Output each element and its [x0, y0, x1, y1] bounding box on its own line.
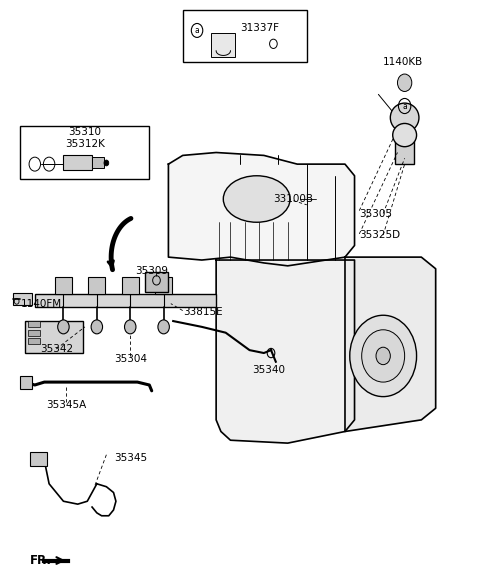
Bar	[92, 157, 104, 168]
Text: 35342: 35342	[40, 344, 73, 354]
Circle shape	[350, 315, 417, 397]
Text: a: a	[402, 102, 407, 110]
Bar	[63, 155, 92, 170]
Bar	[28, 330, 39, 336]
Text: 1140KB: 1140KB	[383, 57, 423, 67]
Text: 35345A: 35345A	[46, 401, 86, 411]
Bar	[21, 376, 33, 389]
Text: FR.: FR.	[30, 554, 52, 567]
Circle shape	[104, 160, 109, 166]
Bar	[21, 126, 149, 179]
Ellipse shape	[393, 123, 417, 147]
Bar	[183, 10, 307, 62]
Text: 33815E: 33815E	[183, 307, 222, 317]
Text: 1140FM: 1140FM	[21, 299, 61, 309]
Bar	[155, 277, 172, 294]
Circle shape	[362, 330, 405, 382]
Bar	[121, 277, 139, 294]
Bar	[35, 294, 216, 307]
Circle shape	[58, 320, 69, 334]
Bar	[30, 452, 47, 467]
Bar	[25, 321, 83, 353]
Text: 31337F: 31337F	[240, 23, 279, 33]
Text: 35345: 35345	[114, 453, 147, 463]
Circle shape	[158, 320, 169, 334]
Text: 35304: 35304	[114, 354, 147, 364]
Text: 35310: 35310	[69, 127, 101, 137]
Ellipse shape	[390, 103, 419, 132]
Bar	[88, 277, 106, 294]
Bar	[28, 339, 39, 345]
Text: 35340: 35340	[252, 366, 285, 376]
Text: 35325D: 35325D	[360, 230, 400, 240]
Polygon shape	[168, 152, 355, 266]
Bar	[211, 33, 235, 57]
Bar	[28, 321, 39, 327]
Polygon shape	[216, 260, 355, 443]
Circle shape	[124, 320, 136, 334]
Bar	[144, 272, 168, 292]
Bar	[395, 141, 414, 164]
Text: a: a	[195, 26, 199, 35]
Text: 33100B: 33100B	[274, 194, 313, 204]
Circle shape	[376, 347, 390, 364]
Ellipse shape	[223, 176, 290, 223]
Text: 35312K: 35312K	[65, 139, 105, 149]
Circle shape	[397, 74, 412, 92]
Text: 35309: 35309	[135, 266, 168, 276]
Bar	[55, 277, 72, 294]
Circle shape	[91, 320, 103, 334]
Bar	[13, 293, 33, 305]
Polygon shape	[345, 257, 436, 432]
Text: 35305: 35305	[360, 208, 392, 218]
